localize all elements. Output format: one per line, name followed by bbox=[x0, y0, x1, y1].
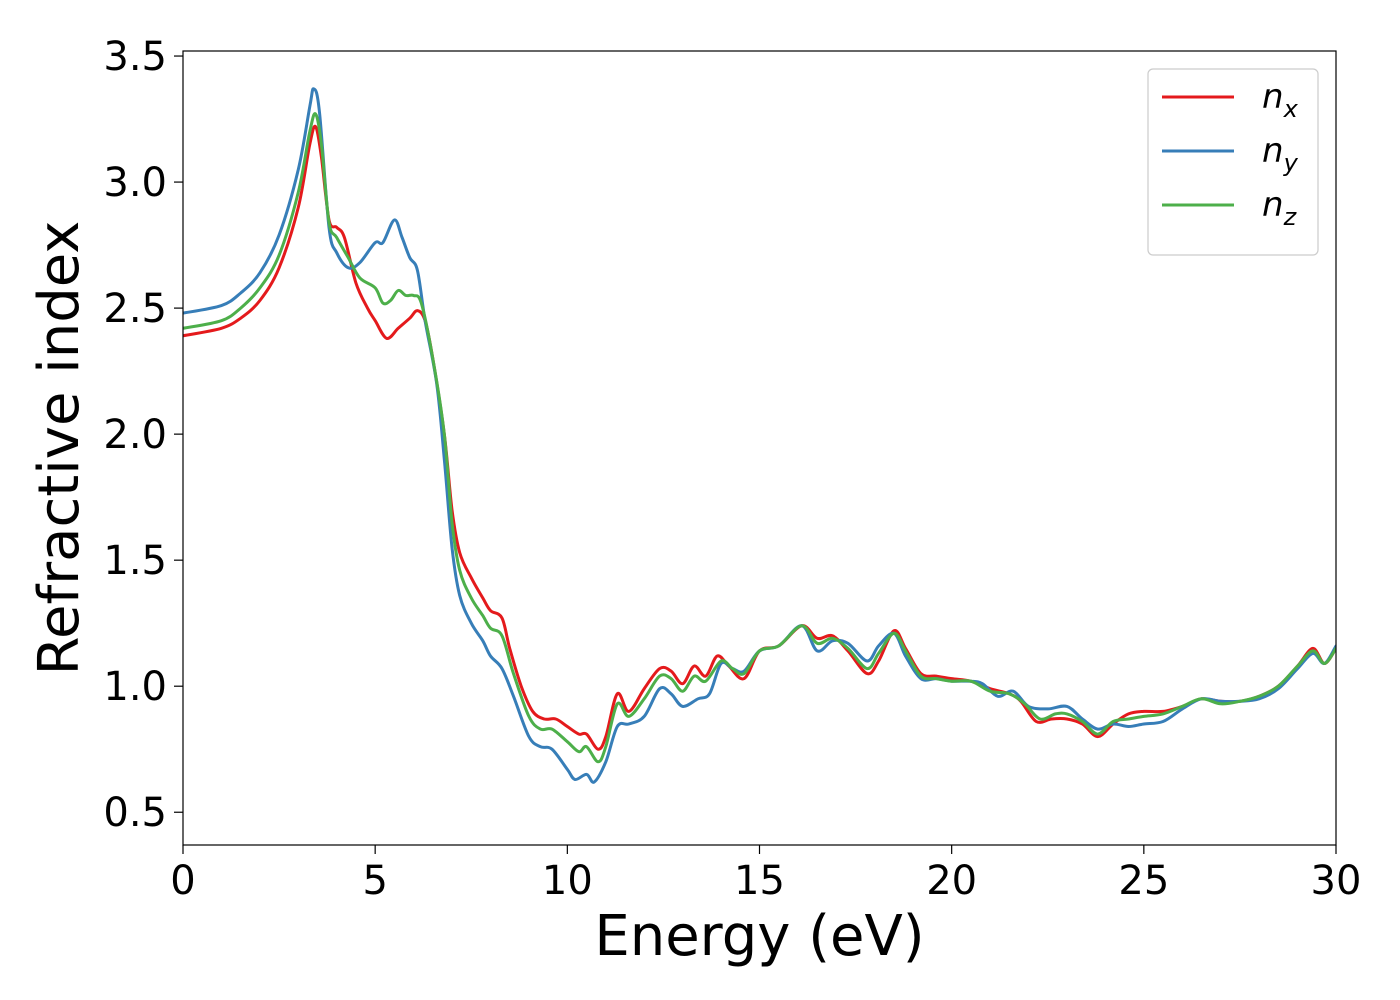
legend-entry-name: n bbox=[1262, 131, 1284, 171]
legend-entry-name: n bbox=[1262, 185, 1284, 225]
x-axis-title: Energy (eV) bbox=[594, 904, 924, 969]
x-tick-label: 30 bbox=[1311, 858, 1362, 904]
series-line-n-x bbox=[183, 124, 1336, 751]
x-tick-label: 15 bbox=[734, 858, 785, 904]
x-tick-label: 0 bbox=[170, 858, 195, 904]
legend-entry-name: n bbox=[1262, 77, 1284, 117]
y-tick-label: 3.5 bbox=[103, 34, 167, 80]
legend-entry-subscript: y bbox=[1283, 149, 1299, 177]
legend-entry-label: nz bbox=[1262, 185, 1298, 231]
y-tick-label: 1.0 bbox=[103, 664, 167, 710]
series-layer bbox=[183, 87, 1336, 784]
y-tick-label: 3.0 bbox=[103, 160, 167, 206]
series-line-n-y bbox=[183, 87, 1336, 784]
legend-box bbox=[1147, 68, 1319, 256]
x-tick-label: 5 bbox=[362, 858, 387, 904]
y-axis: 0.5 1.0 1.5 2.0 2.5 3.0 3.5 bbox=[103, 34, 183, 836]
y-tick-label: 0.5 bbox=[103, 790, 167, 836]
x-tick-label: 25 bbox=[1118, 858, 1169, 904]
legend-entry-subscript: z bbox=[1283, 203, 1298, 231]
series-line-n-z bbox=[183, 112, 1336, 764]
legend-entry-subscript: x bbox=[1283, 95, 1299, 123]
y-tick-label: 2.5 bbox=[103, 286, 167, 332]
legend-entry-label: ny bbox=[1262, 131, 1299, 177]
y-tick-label: 2.0 bbox=[103, 412, 167, 458]
x-tick-label: 20 bbox=[926, 858, 977, 904]
y-axis-title: Refractive index bbox=[27, 221, 92, 676]
y-tick-label: 1.5 bbox=[103, 538, 167, 584]
legend-entry-label: nx bbox=[1262, 77, 1299, 123]
x-axis: 0 5 10 15 20 25 30 bbox=[170, 845, 1361, 904]
x-tick-label: 10 bbox=[542, 858, 593, 904]
